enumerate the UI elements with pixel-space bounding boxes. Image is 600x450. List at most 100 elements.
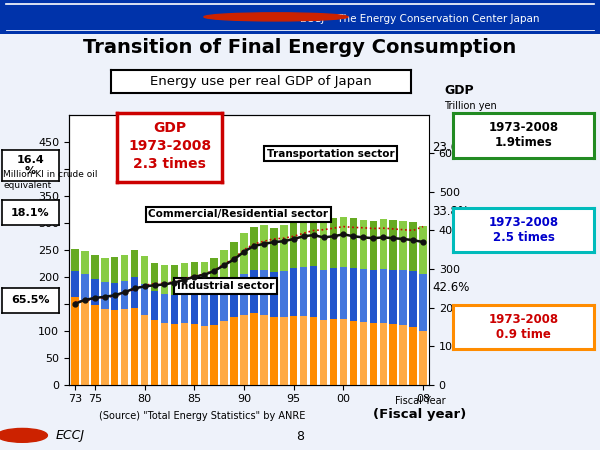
Bar	[419, 226, 427, 274]
Bar	[350, 321, 357, 385]
Bar	[71, 271, 79, 297]
Bar	[300, 218, 307, 267]
Bar	[290, 315, 298, 385]
Bar	[91, 279, 98, 305]
Bar	[230, 279, 238, 317]
Bar	[81, 252, 89, 274]
Text: 16.4
%: 16.4 %	[16, 155, 44, 176]
Bar	[161, 294, 168, 323]
Bar	[359, 269, 367, 322]
Bar	[409, 271, 417, 327]
Bar	[91, 255, 98, 279]
Bar	[310, 317, 317, 385]
Bar	[191, 324, 198, 385]
Bar	[370, 221, 377, 270]
Bar	[320, 270, 328, 320]
Bar	[200, 294, 208, 326]
Bar	[400, 270, 407, 325]
Bar	[320, 320, 328, 385]
Bar	[101, 258, 109, 282]
Bar	[121, 281, 128, 309]
Bar	[400, 325, 407, 385]
Bar	[300, 267, 307, 315]
Text: Fiscal Year: Fiscal Year	[395, 396, 445, 406]
Text: Commercial/Residential sector: Commercial/Residential sector	[148, 209, 328, 219]
Bar	[270, 272, 278, 317]
Bar	[220, 285, 228, 321]
Bar	[121, 309, 128, 385]
Bar	[181, 263, 188, 293]
Bar	[111, 283, 118, 310]
Bar	[151, 263, 158, 291]
Bar	[419, 331, 427, 385]
Bar	[131, 307, 139, 385]
Bar	[211, 258, 218, 292]
Bar	[380, 219, 387, 269]
Bar	[161, 323, 168, 385]
Text: 42.6%: 42.6%	[433, 281, 470, 294]
Bar	[200, 326, 208, 385]
Bar	[280, 271, 287, 317]
Text: Energy use per real GDP of Japan: Energy use per real GDP of Japan	[150, 75, 372, 88]
Bar	[141, 256, 148, 284]
Bar	[260, 225, 268, 270]
Bar	[280, 225, 287, 271]
Bar	[250, 313, 258, 385]
Text: GDP: GDP	[444, 84, 473, 96]
Bar	[270, 228, 278, 272]
Bar	[111, 310, 118, 385]
Bar	[380, 323, 387, 385]
Bar	[250, 227, 258, 270]
Bar	[310, 266, 317, 317]
Bar	[121, 255, 128, 281]
Bar	[151, 320, 158, 385]
Bar	[240, 233, 248, 274]
Text: 8: 8	[296, 430, 304, 443]
Bar	[290, 221, 298, 268]
Bar	[151, 291, 158, 320]
Bar	[131, 250, 139, 277]
Bar	[250, 270, 258, 313]
Bar	[290, 268, 298, 315]
Bar	[181, 292, 188, 323]
Text: Million Kl in crude oil
equivalent: Million Kl in crude oil equivalent	[3, 170, 97, 190]
Bar	[340, 267, 347, 319]
Bar	[200, 262, 208, 294]
Bar	[131, 277, 139, 307]
Text: GDP
1973-2008
2.3 times: GDP 1973-2008 2.3 times	[128, 121, 211, 171]
Bar	[101, 309, 109, 385]
Bar	[211, 292, 218, 325]
Text: 33.8%: 33.8%	[433, 206, 470, 218]
Text: 23.6%: 23.6%	[433, 141, 470, 153]
Bar	[240, 274, 248, 315]
Bar	[400, 220, 407, 270]
Text: 1973-2008
2.5 times: 1973-2008 2.5 times	[488, 216, 559, 244]
Bar	[409, 222, 417, 271]
Bar	[240, 315, 248, 385]
Bar	[230, 317, 238, 385]
Bar	[389, 324, 397, 385]
Bar	[350, 218, 357, 268]
Bar	[260, 315, 268, 385]
Text: Trillion yen: Trillion yen	[444, 101, 497, 111]
Circle shape	[0, 428, 47, 442]
Text: 18.1%: 18.1%	[11, 207, 50, 218]
Bar	[370, 323, 377, 385]
Bar	[220, 321, 228, 385]
Text: Industrial sector: Industrial sector	[177, 281, 274, 291]
Bar	[380, 269, 387, 323]
Text: Transition of Final Energy Consumption: Transition of Final Energy Consumption	[83, 38, 517, 57]
Text: ECCJ    The Energy Conservation Center Japan: ECCJ The Energy Conservation Center Japa…	[300, 14, 539, 23]
Bar	[141, 315, 148, 385]
Bar	[359, 322, 367, 385]
Bar	[419, 274, 427, 331]
Bar	[300, 315, 307, 385]
Bar	[71, 249, 79, 271]
Bar	[181, 323, 188, 385]
Text: (Source) "Total Energy Statistics" by ANRE: (Source) "Total Energy Statistics" by AN…	[99, 411, 305, 421]
Circle shape	[204, 13, 348, 21]
Bar	[330, 319, 337, 385]
Bar	[211, 325, 218, 385]
Bar	[409, 327, 417, 385]
Bar	[161, 266, 168, 294]
